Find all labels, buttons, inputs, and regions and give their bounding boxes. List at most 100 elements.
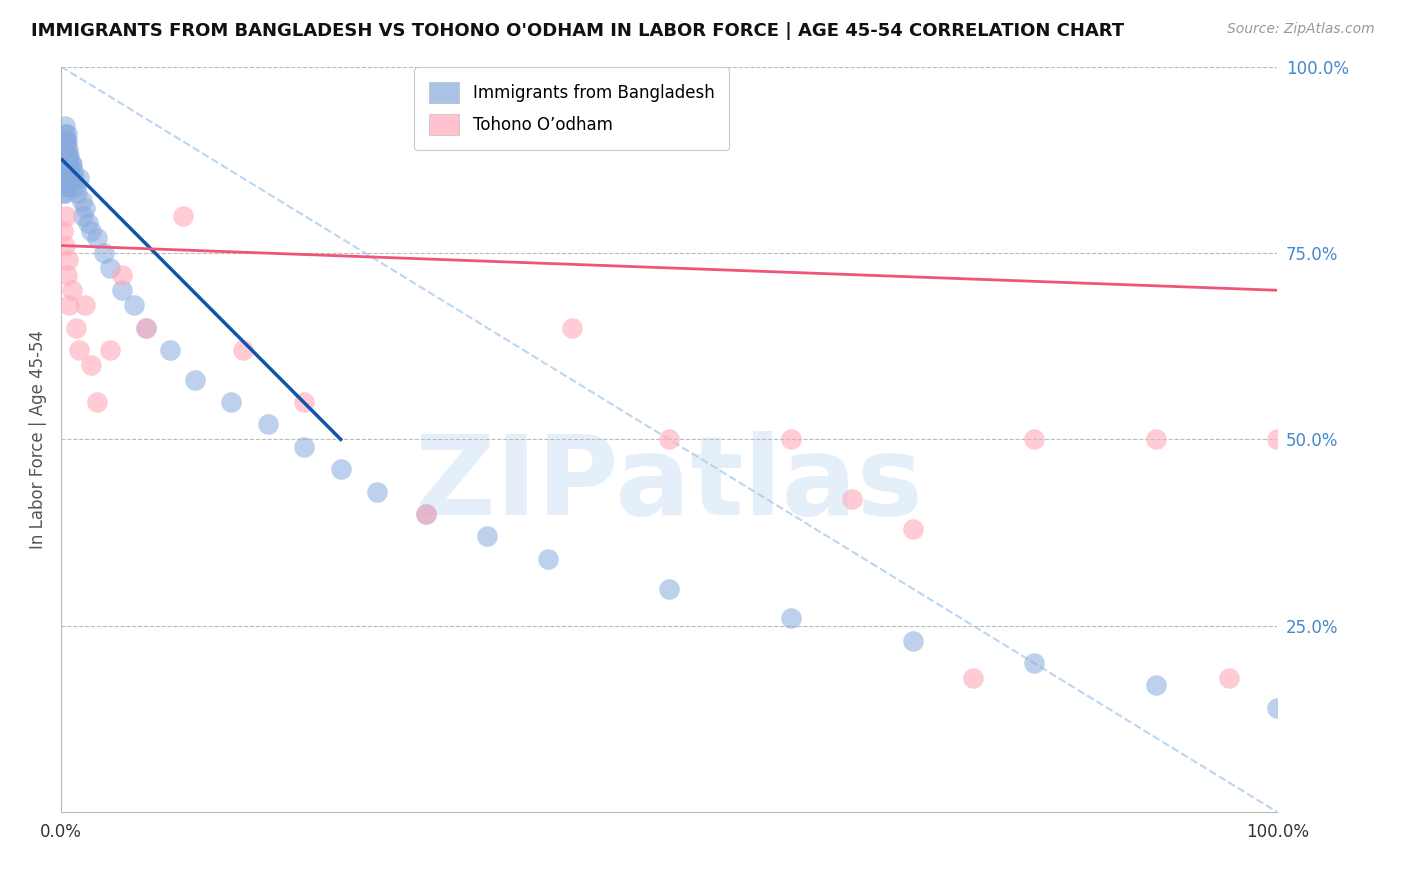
Point <box>86 231 108 245</box>
Point <box>75 298 97 312</box>
Point <box>841 491 863 506</box>
Point <box>67 343 90 357</box>
Point <box>779 433 801 447</box>
Point <box>58 253 80 268</box>
Legend: Immigrants from Bangladesh, Tohono O’odham: Immigrants from Bangladesh, Tohono O’odh… <box>415 68 730 150</box>
Point <box>52 224 75 238</box>
Point <box>86 395 108 409</box>
Text: R = -0.092   N = 29: R = -0.092 N = 29 <box>494 125 655 143</box>
Point <box>232 343 254 357</box>
Text: R = -0.369   N = 76: R = -0.369 N = 76 <box>494 91 655 109</box>
Point <box>51 156 73 170</box>
Point <box>561 320 583 334</box>
Point <box>51 171 73 186</box>
Point <box>60 156 83 170</box>
Text: Source: ZipAtlas.com: Source: ZipAtlas.com <box>1227 22 1375 37</box>
Point <box>65 178 87 193</box>
Text: ZIPatlas: ZIPatlas <box>415 431 924 538</box>
Point <box>53 120 76 134</box>
Point <box>51 164 73 178</box>
Point <box>52 178 75 193</box>
Point <box>52 186 75 201</box>
Point <box>55 164 77 178</box>
Point <box>62 178 84 193</box>
Point <box>53 186 76 201</box>
Point <box>1024 656 1046 670</box>
Point <box>901 633 924 648</box>
Point <box>329 462 352 476</box>
Point <box>70 194 93 208</box>
Point <box>366 484 388 499</box>
Point <box>56 164 79 178</box>
Point <box>58 156 80 170</box>
Point <box>159 343 181 357</box>
Point <box>52 149 75 163</box>
Point <box>1267 701 1289 715</box>
Point <box>56 178 79 193</box>
Point <box>55 134 77 148</box>
Point <box>55 142 77 156</box>
Point <box>53 149 76 163</box>
Point <box>52 171 75 186</box>
Point <box>63 171 86 186</box>
Text: IMMIGRANTS FROM BANGLADESH VS TOHONO O'ODHAM IN LABOR FORCE | AGE 45-54 CORRELAT: IMMIGRANTS FROM BANGLADESH VS TOHONO O'O… <box>31 22 1123 40</box>
Point <box>66 186 89 201</box>
Point <box>75 201 97 215</box>
Point <box>51 178 73 193</box>
Point <box>658 433 681 447</box>
Point <box>292 440 315 454</box>
Point <box>56 127 79 141</box>
Point <box>901 522 924 536</box>
Point <box>56 268 79 283</box>
Point <box>59 156 82 170</box>
Point <box>292 395 315 409</box>
Point <box>55 209 77 223</box>
Point <box>58 149 80 163</box>
Point <box>415 507 437 521</box>
Point <box>1024 433 1046 447</box>
Point <box>56 149 79 163</box>
Point <box>1267 433 1289 447</box>
Point <box>256 417 278 432</box>
Point <box>76 216 98 230</box>
Point <box>51 149 73 163</box>
Point <box>60 283 83 297</box>
Point <box>184 373 207 387</box>
Point <box>80 224 103 238</box>
Point <box>58 298 80 312</box>
Point <box>779 611 801 625</box>
Point <box>98 260 121 275</box>
Point <box>122 298 145 312</box>
Point <box>111 268 134 283</box>
Point <box>72 209 94 223</box>
Point <box>52 164 75 178</box>
Point <box>60 171 83 186</box>
Point <box>98 343 121 357</box>
Point <box>53 127 76 141</box>
Point <box>111 283 134 297</box>
Point <box>52 134 75 148</box>
Point <box>53 238 76 252</box>
Point <box>658 582 681 596</box>
Point <box>55 156 77 170</box>
Point <box>58 171 80 186</box>
Point <box>415 507 437 521</box>
Point <box>135 320 157 334</box>
Point <box>1218 671 1240 685</box>
Point <box>65 320 87 334</box>
Point <box>962 671 984 685</box>
Point <box>93 246 115 260</box>
Point <box>62 164 84 178</box>
Point <box>475 529 498 543</box>
Point <box>67 171 90 186</box>
Point <box>53 134 76 148</box>
Point <box>536 551 558 566</box>
Point <box>219 395 242 409</box>
Point <box>56 134 79 148</box>
Point <box>1144 678 1167 692</box>
Point <box>172 209 194 223</box>
Point <box>53 164 76 178</box>
Y-axis label: In Labor Force | Age 45-54: In Labor Force | Age 45-54 <box>30 330 46 549</box>
Point <box>53 178 76 193</box>
Point <box>56 156 79 170</box>
